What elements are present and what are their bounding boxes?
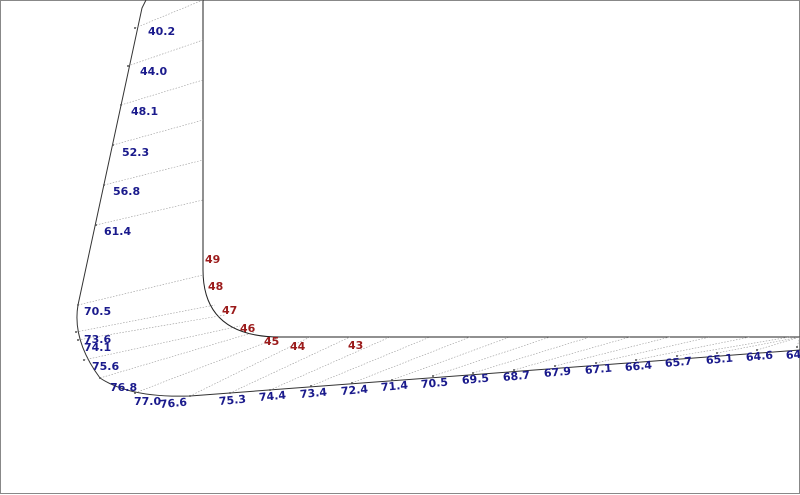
node (77, 339, 79, 341)
hatch-line (77, 274, 204, 306)
outer-label: 66.4 (624, 359, 653, 374)
inner-contour (202, 0, 800, 338)
outer-label: 69.5 (461, 372, 489, 387)
hatch-line (77, 314, 226, 341)
hatch-line (134, 336, 281, 394)
node (391, 379, 393, 381)
hatch-line (95, 199, 204, 226)
node (472, 372, 474, 374)
inner-label: 45 (264, 335, 279, 348)
hatch-line (99, 331, 256, 379)
node (134, 392, 136, 394)
node (513, 369, 515, 371)
hatch-line (189, 336, 311, 397)
outer-label: 64.6 (745, 349, 774, 364)
outer-label: 68.7 (502, 369, 530, 384)
node (756, 349, 758, 351)
node (120, 104, 122, 106)
outer-label: 76.6 (159, 396, 188, 411)
hatch-line (554, 336, 671, 367)
outer-label: 56.8 (113, 185, 140, 198)
inner-label: 47 (222, 304, 237, 317)
node (595, 362, 597, 364)
node (134, 27, 136, 29)
hatch-line (127, 39, 204, 67)
node (95, 224, 97, 226)
outer-label: 40.2 (148, 25, 175, 38)
outer-label: 61.4 (104, 225, 131, 238)
outer-label: 74.1 (84, 341, 111, 354)
hatch-line (120, 79, 204, 106)
node (432, 375, 434, 377)
hatch-line (310, 336, 431, 387)
outer-label: 67.9 (543, 365, 571, 380)
hatch-line (432, 336, 551, 377)
outer-label: 48.1 (131, 105, 158, 118)
node (229, 392, 231, 394)
node (112, 144, 114, 146)
outer-label: 70.5 (420, 376, 448, 391)
outer-label: 64 (785, 348, 800, 362)
node (269, 389, 271, 391)
node (716, 352, 718, 354)
hatch-line (75, 304, 216, 333)
hatch-line (472, 336, 591, 374)
node (676, 355, 678, 357)
outer-label: 71.4 (380, 379, 409, 394)
outer-label: 70.5 (84, 305, 111, 318)
node (310, 385, 312, 387)
outer-label: 67.1 (584, 362, 612, 377)
hatch-line (756, 336, 800, 351)
hatch-line (513, 336, 631, 371)
outer-label: 74.4 (258, 389, 287, 404)
hatch-line (83, 325, 241, 361)
hatch-line (351, 336, 471, 384)
outer-label: 77.0 (134, 395, 161, 408)
hatch-line (595, 336, 711, 364)
node (77, 304, 79, 306)
hatch-line (676, 336, 791, 357)
outer-label: 65.7 (664, 355, 692, 370)
hatch-line (229, 336, 351, 394)
outer-label: 52.3 (122, 146, 149, 159)
outer-label: 73.4 (299, 386, 328, 401)
outer-label: 75.6 (92, 360, 119, 373)
node (554, 365, 556, 367)
node (635, 359, 637, 361)
inner-label: 44 (290, 340, 306, 353)
node (83, 359, 85, 361)
hatch-line (103, 159, 204, 186)
outer-label: 44.0 (140, 65, 167, 78)
node (103, 184, 105, 186)
hatch-line (134, 0, 204, 29)
hatch-line (269, 336, 391, 391)
inner-label: 49 (205, 253, 220, 266)
inner-label: 48 (208, 280, 223, 293)
outer-label: 65.1 (705, 352, 733, 367)
hatch-line (716, 336, 800, 354)
hatch-line (635, 336, 751, 361)
outer-label: 75.3 (218, 393, 246, 408)
node (127, 65, 129, 67)
hatching (75, 0, 800, 397)
outer-label: 76.8 (110, 381, 137, 394)
outer-label: 73.6 (84, 333, 111, 346)
node (75, 331, 77, 333)
inner-label: 46 (240, 322, 256, 335)
outer-label: 72.4 (340, 383, 369, 398)
node (351, 382, 353, 384)
inner-label: 43 (348, 339, 363, 352)
labels: 40.2 44.0 48.1 52.3 56.8 61.4 70.5 73.674.1 75.6… (84, 25, 800, 411)
node (99, 377, 101, 379)
node (796, 346, 798, 348)
hatch-line (112, 119, 204, 146)
node (189, 395, 191, 397)
